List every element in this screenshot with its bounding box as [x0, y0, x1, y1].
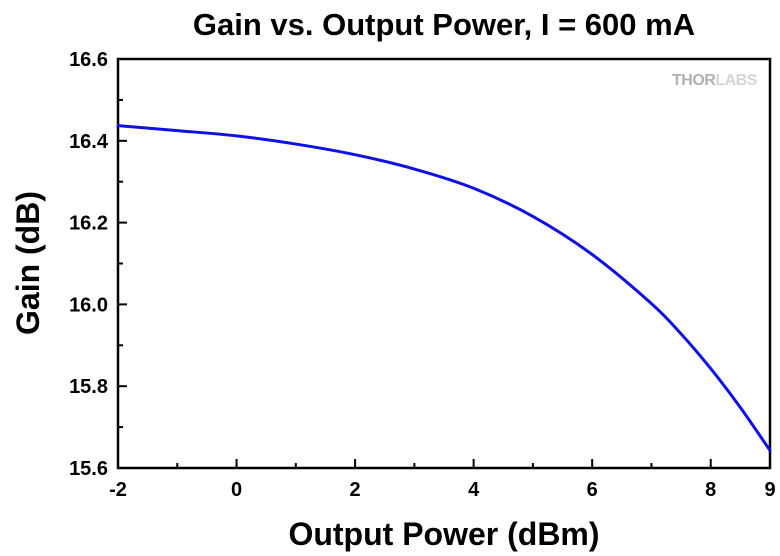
- x-tick-label: 9: [764, 479, 775, 501]
- x-tick-label: 2: [350, 479, 361, 501]
- x-tick-label: 4: [468, 479, 480, 501]
- x-tick-label: 0: [231, 479, 242, 501]
- plot-frame: [116, 57, 772, 470]
- thorlabs-logo: THORLABS: [672, 72, 758, 89]
- y-tick-label: 16.2: [69, 213, 108, 235]
- chart-title: Gain vs. Output Power, I = 600 mA: [193, 7, 695, 42]
- y-tick-label: 16.4: [69, 131, 109, 153]
- gain-series-line: [116, 124, 772, 452]
- y-axis-label: Gain (dB): [10, 191, 46, 335]
- x-axis-label: Output Power (dBm): [288, 516, 599, 552]
- svg-text:THORLABS: THORLABS: [672, 72, 758, 89]
- y-tick-label: 15.6: [69, 458, 108, 480]
- y-tick-label: 15.8: [69, 376, 108, 398]
- y-tick-label: 16.0: [69, 294, 108, 316]
- axis-ticks: [117, 58, 771, 469]
- x-tick-label: 8: [705, 479, 716, 501]
- y-tick-label: 16.6: [69, 49, 108, 71]
- x-tick-label: -2: [109, 479, 127, 501]
- axis-tick-labels: -2 0 2 4 6 8 9 15.6 15.8 16.0 16.2 16.4 16.6: [69, 49, 776, 501]
- x-tick-label: 6: [587, 479, 598, 501]
